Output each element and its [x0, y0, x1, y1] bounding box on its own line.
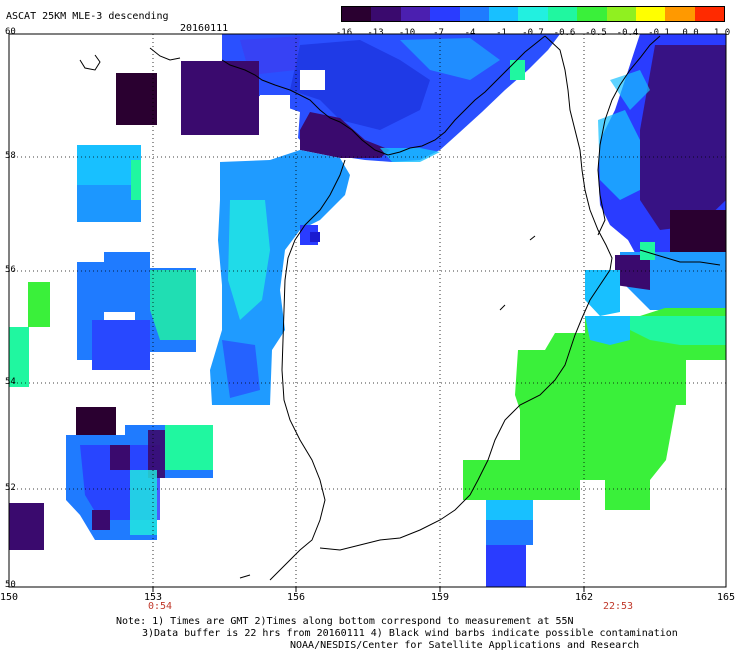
- colorbar-segment: [694, 7, 725, 21]
- x-tick-label: 159: [430, 592, 450, 603]
- colorbar-label: -0.4: [616, 28, 639, 38]
- colorbar-label: 0.0: [682, 28, 699, 38]
- colorbar-label: -10: [398, 28, 416, 38]
- note-line-3: NOAA/NESDIS/Center for Satellite Applica…: [290, 640, 640, 651]
- note-line-2: 3)Data buffer is 22 hrs from 20160111 4)…: [142, 628, 678, 639]
- colorbar-label: -13: [367, 28, 384, 38]
- time-right: 22:53: [602, 601, 634, 612]
- colorbar-segment: [488, 7, 519, 21]
- colorbar-segment: [459, 7, 489, 21]
- colorbar-segment: [400, 7, 431, 21]
- wind-swath-west-coast: [210, 150, 350, 405]
- colorbar-label: -0.7: [522, 28, 544, 38]
- data-box-mixed-56n: [28, 252, 196, 370]
- wind-swath-green-southeast: [463, 308, 726, 510]
- time-left: 0:54: [147, 601, 173, 612]
- colorbar-segment: [665, 7, 695, 21]
- wind-swath-south-column: [486, 500, 533, 587]
- colorbar: [341, 6, 725, 22]
- map-date: 20160111: [180, 23, 229, 34]
- data-box-edge-west: [9, 327, 29, 387]
- axis-ticks: [152, 587, 585, 592]
- y-tick-label: 50: [5, 580, 16, 590]
- colorbar-label: 1.0: [713, 28, 731, 38]
- colorbar-segment: [577, 7, 607, 21]
- colorbar-segment: [547, 7, 578, 21]
- coastline: [79, 35, 721, 581]
- map-grid: [9, 34, 726, 587]
- data-box-dark-1: [116, 73, 157, 125]
- y-tick-label: 58: [5, 151, 16, 161]
- wind-swath-east: [585, 34, 726, 316]
- y-tick-label: 60: [5, 27, 16, 37]
- colorbar-segment: [635, 7, 666, 21]
- x-tick-label: 150: [0, 592, 19, 603]
- y-tick-label: 52: [5, 483, 16, 493]
- x-tick-label: 156: [286, 592, 306, 603]
- colorbar-label: -4: [464, 28, 476, 38]
- data-box-mixed-52n: [66, 407, 213, 540]
- colorbar-label: -0.1: [648, 28, 670, 38]
- map-title: ASCAT 25KM MLE-3 descending: [6, 11, 169, 22]
- y-tick-label: 56: [5, 265, 16, 275]
- y-tick-label: 54: [5, 377, 16, 387]
- x-tick-label: 165: [716, 592, 736, 603]
- x-tick-label: 153: [143, 592, 163, 603]
- colorbar-segment: [606, 7, 636, 21]
- colorbar-label: -0.5: [585, 28, 607, 38]
- colorbar-segment: [342, 7, 372, 21]
- note-line-1: Note: 1) Times are GMT 2)Times along bot…: [116, 616, 574, 627]
- colorbar-segment: [518, 7, 548, 21]
- data-box-dark-3: [9, 503, 44, 550]
- x-tick-label: 162: [574, 592, 594, 603]
- colorbar-label: -16: [335, 28, 353, 38]
- colorbar-segment: [430, 7, 460, 21]
- map-frame: [8, 33, 727, 588]
- colorbar-segment: [371, 7, 401, 21]
- data-box-dark-2: [181, 61, 259, 135]
- colorbar-label: -7: [433, 28, 444, 38]
- wind-swath-north: [222, 34, 560, 162]
- colorbar-label: -1: [496, 28, 507, 38]
- colorbar-label: -0.6: [553, 28, 576, 38]
